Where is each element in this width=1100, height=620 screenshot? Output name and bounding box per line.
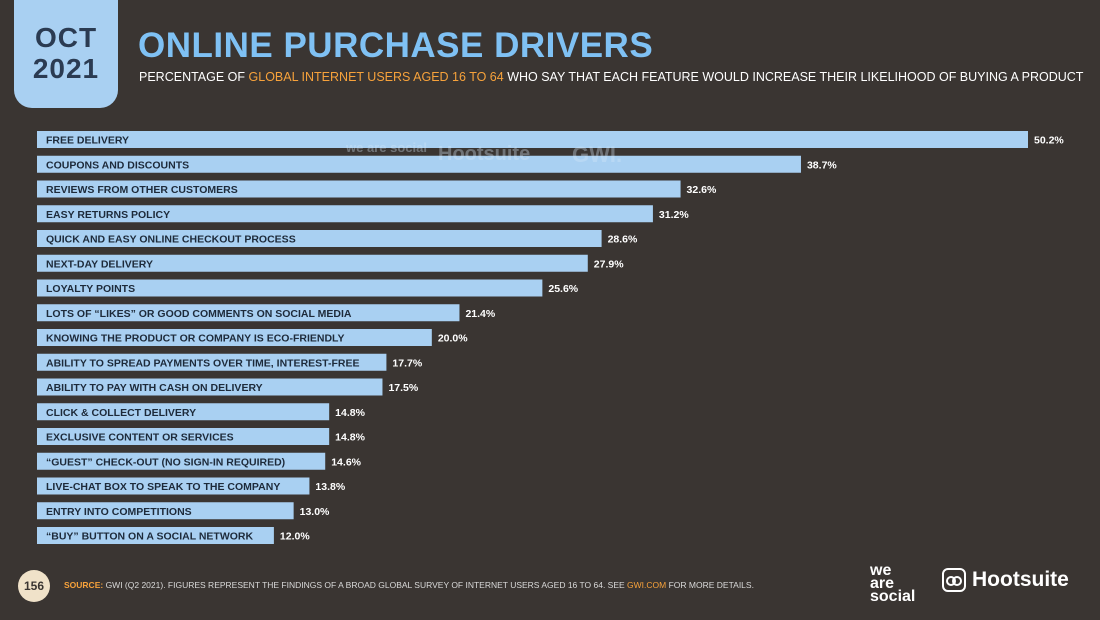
bar — [37, 180, 681, 198]
watermark: we are social Hootsuite GWI. — [345, 140, 622, 167]
bar-value-label: 38.7% — [807, 159, 837, 171]
was-line-1: we — [870, 562, 892, 579]
bar-category-label: NEXT-DAY DELIVERY — [46, 258, 153, 270]
bar — [37, 230, 602, 247]
bar-row: REVIEWS FROM OTHER CUSTOMERS 32.6% — [37, 180, 717, 198]
bar-category-label: QUICK AND EASY ONLINE CHECKOUT PROCESS — [46, 234, 296, 246]
bar-row: KNOWING THE PRODUCT OR COMPANY IS ECO-FR… — [37, 329, 468, 346]
bar-category-label: REVIEWS FROM OTHER CUSTOMERS — [46, 184, 238, 196]
bar-row: ENTRY INTO COMPETITIONS 13.0% — [37, 502, 330, 520]
watermark-brand-1: we are social — [345, 140, 427, 155]
subtitle-post: WHO SAY THAT EACH FEATURE WOULD INCREASE… — [503, 70, 1084, 84]
bar-row: ABILITY TO SPREAD PAYMENTS OVER TIME, IN… — [37, 353, 423, 371]
bar — [37, 254, 588, 272]
was-line-2: are — [870, 575, 895, 592]
date-badge: OCT 2021 — [14, 0, 118, 108]
source-key: SOURCE: — [64, 580, 104, 590]
bar-value-label: 21.4% — [465, 308, 495, 320]
bar-category-label: LIVE-CHAT BOX TO SPEAK TO THE COMPANY — [46, 481, 280, 493]
bar-value-label: 31.2% — [659, 209, 689, 221]
source-note: SOURCE: GWI (Q2 2021). FIGURES REPRESENT… — [64, 580, 754, 590]
bar-category-label: ENTRY INTO COMPETITIONS — [46, 506, 192, 518]
bar-category-label: ABILITY TO SPREAD PAYMENTS OVER TIME, IN… — [46, 357, 360, 369]
hootsuite-logo: Hootsuite — [942, 568, 1069, 592]
bar-category-label: CLICK & COLLECT DELIVERY — [46, 407, 196, 419]
bar-value-label: 14.8% — [335, 407, 365, 419]
page-title: ONLINE PURCHASE DRIVERS — [138, 26, 654, 65]
source-link[interactable]: GWI.COM — [627, 580, 667, 590]
bar — [37, 205, 653, 223]
hootsuite-wordmark: Hootsuite — [972, 568, 1069, 591]
bar — [37, 403, 330, 421]
bar-row: LOYALTY POINTS 25.6% — [37, 279, 579, 297]
watermark-brand-3: GWI. — [572, 142, 622, 167]
bar-value-label: 50.2% — [1034, 135, 1064, 147]
bar — [37, 428, 330, 445]
bar — [37, 304, 460, 322]
page-number: 156 — [18, 570, 50, 602]
subtitle-highlight-2: 16 TO 64 — [452, 70, 504, 84]
bar-value-label: 32.6% — [687, 184, 717, 196]
bar — [37, 131, 1028, 148]
bar-category-label: FREE DELIVERY — [46, 135, 129, 147]
subtitle-pre: PERCENTAGE OF — [139, 70, 249, 84]
date-month: OCT — [34, 22, 98, 53]
bar — [37, 452, 326, 470]
bar-value-label: 12.0% — [280, 531, 310, 543]
bar-row: LOTS OF “LIKES” OR GOOD COMMENTS ON SOCI… — [37, 304, 496, 322]
bar-category-label: “GUEST” CHECK-OUT (NO SIGN-IN REQUIRED) — [46, 456, 285, 468]
bar-value-label: 14.8% — [335, 432, 365, 444]
was-line-3: social — [870, 588, 916, 605]
watermark-brand-2: Hootsuite — [438, 143, 530, 165]
bar-value-label: 27.9% — [594, 258, 624, 270]
bar-value-label: 17.7% — [392, 357, 422, 369]
bar — [37, 279, 543, 297]
bar — [37, 477, 310, 495]
bars-group: FREE DELIVERY 50.2% COUPONS AND DISCOUNTS 3… — [37, 131, 1064, 544]
bar-value-label: 17.5% — [388, 382, 418, 394]
source-text: GWI (Q2 2021). FIGURES REPRESENT THE FIN… — [103, 580, 628, 590]
bar-row: “BUY” BUTTON ON A SOCIAL NETWORK 12.0% — [37, 527, 310, 544]
owl-icon — [942, 568, 966, 592]
subtitle-highlight-1: GLOBAL INTERNET USERS AGED — [248, 70, 453, 84]
we-are-social-logo: we are social — [870, 562, 916, 605]
bar-category-label: COUPONS AND DISCOUNTS — [46, 159, 189, 171]
bar-category-label: ABILITY TO PAY WITH CASH ON DELIVERY — [46, 382, 263, 394]
bar — [37, 329, 432, 346]
bar-row: NEXT-DAY DELIVERY 27.9% — [37, 254, 624, 272]
bar-category-label: KNOWING THE PRODUCT OR COMPANY IS ECO-FR… — [46, 333, 345, 345]
bar-value-label: 25.6% — [548, 283, 578, 295]
bar-row: “GUEST” CHECK-OUT (NO SIGN-IN REQUIRED) 1… — [37, 452, 362, 470]
bar-value-label: 13.0% — [300, 506, 330, 518]
bar-value-label: 28.6% — [608, 234, 638, 246]
bar — [37, 155, 801, 173]
bar-category-label: LOYALTY POINTS — [46, 283, 135, 295]
page-subtitle: PERCENTAGE OF GLOBAL INTERNET USERS AGED… — [139, 70, 1083, 84]
bar-row: QUICK AND EASY ONLINE CHECKOUT PROCESS 28… — [37, 230, 638, 247]
date-year: 2021 — [32, 53, 100, 84]
bar-row: FREE DELIVERY 50.2% — [37, 131, 1064, 148]
source-tail: FOR MORE DETAILS. — [666, 580, 754, 590]
bar-value-label: 13.8% — [315, 481, 345, 493]
bar-row: ABILITY TO PAY WITH CASH ON DELIVERY 17.5… — [37, 378, 419, 396]
bar-category-label: “BUY” BUTTON ON A SOCIAL NETWORK — [46, 531, 254, 543]
bar-row: LIVE-CHAT BOX TO SPEAK TO THE COMPANY 13.… — [37, 477, 346, 495]
bar-category-label: LOTS OF “LIKES” OR GOOD COMMENTS ON SOCI… — [46, 308, 352, 320]
bar-row: EASY RETURNS POLICY 31.2% — [37, 205, 689, 223]
bar — [37, 378, 383, 396]
bar-value-label: 20.0% — [438, 333, 468, 345]
bar — [37, 353, 387, 371]
bar-chart: FREE DELIVERY 50.2% COUPONS AND DISCOUNTS 3… — [37, 131, 1064, 544]
bar-row: COUPONS AND DISCOUNTS 38.7% — [37, 155, 837, 173]
bar-value-label: 14.6% — [331, 456, 361, 468]
bar — [37, 527, 274, 544]
bar-row: CLICK & COLLECT DELIVERY 14.8% — [37, 403, 366, 421]
bar-category-label: EXCLUSIVE CONTENT OR SERVICES — [46, 432, 234, 444]
bar-category-label: EASY RETURNS POLICY — [46, 209, 170, 221]
bar-row: EXCLUSIVE CONTENT OR SERVICES 14.8% — [37, 428, 366, 445]
bar — [37, 502, 294, 520]
